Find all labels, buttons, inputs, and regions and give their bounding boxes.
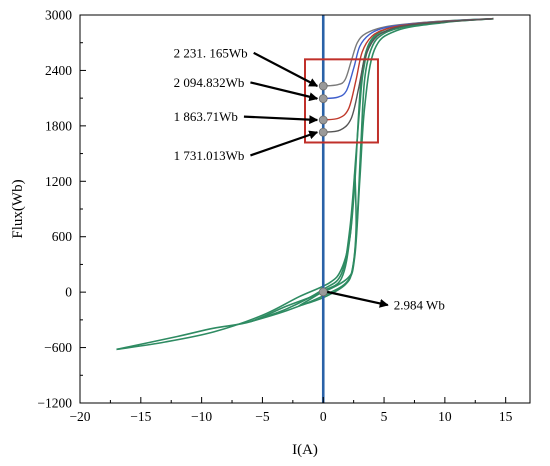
y-tick-label: 1200 [45,174,72,189]
upper-branch-4-line [323,18,494,133]
x-tick-label: −10 [191,409,212,424]
x-tick-label: 0 [320,409,327,424]
marker-arrow-5 [327,290,389,308]
marker-arrow-4 [250,130,319,157]
marker-point-1 [318,81,328,91]
y-tick-label: 1800 [45,118,72,133]
x-tick-label: −20 [69,409,90,424]
loop-3-upper-line [298,171,356,307]
marker-label-1: 2 231. 165Wb [174,45,248,60]
upper-branch-1-line [323,18,494,87]
x-tick-label: −15 [130,409,151,424]
x-tick-label: −5 [255,409,270,424]
x-tick-label: 10 [438,409,452,424]
marker-label-3: 1 863.71Wb [174,109,238,124]
marker-arrow-2 [250,81,319,102]
loop-2-lower-line [250,17,494,323]
marker-point-5 [318,287,328,297]
marker-point-3 [318,115,328,125]
marker-label-2: 2 094.832Wb [174,75,245,90]
loop-2-upper-line [250,17,494,323]
x-axis-title: I(A) [292,442,318,458]
marker-arrow-1 [253,51,319,88]
marker-layer [318,81,328,297]
y-tick-label: 2400 [45,63,72,78]
marker-point-2 [318,94,328,104]
y-tick-label: −1200 [37,396,72,411]
y-axis-title: Flux(Wb) [10,179,26,238]
marker-label-4: 1 731.013Wb [174,148,245,163]
x-tick-label: 15 [499,409,513,424]
annotation-layer: 2 231. 165Wb 2 094.832Wb 1 863.71Wb 1 731.0… [174,45,445,312]
marker-point-4 [318,127,328,137]
overlay-layer [304,15,379,403]
y-tick-label: −600 [44,340,72,355]
y-tick-label: 0 [65,285,72,300]
loop-3-lower-line [298,171,357,307]
marker-label-5: 2.984 Wb [394,298,445,313]
y-tick-label: 3000 [45,8,72,23]
axes-layer: −20 −15 −10 −5 0 5 10 15 −1200 −600 0 600 1200 1800 24… [37,8,512,425]
y-tick-label: 600 [52,229,73,244]
highlight-box [304,58,379,144]
x-tick-label: 5 [381,409,388,424]
marker-arrow-3 [243,115,319,125]
